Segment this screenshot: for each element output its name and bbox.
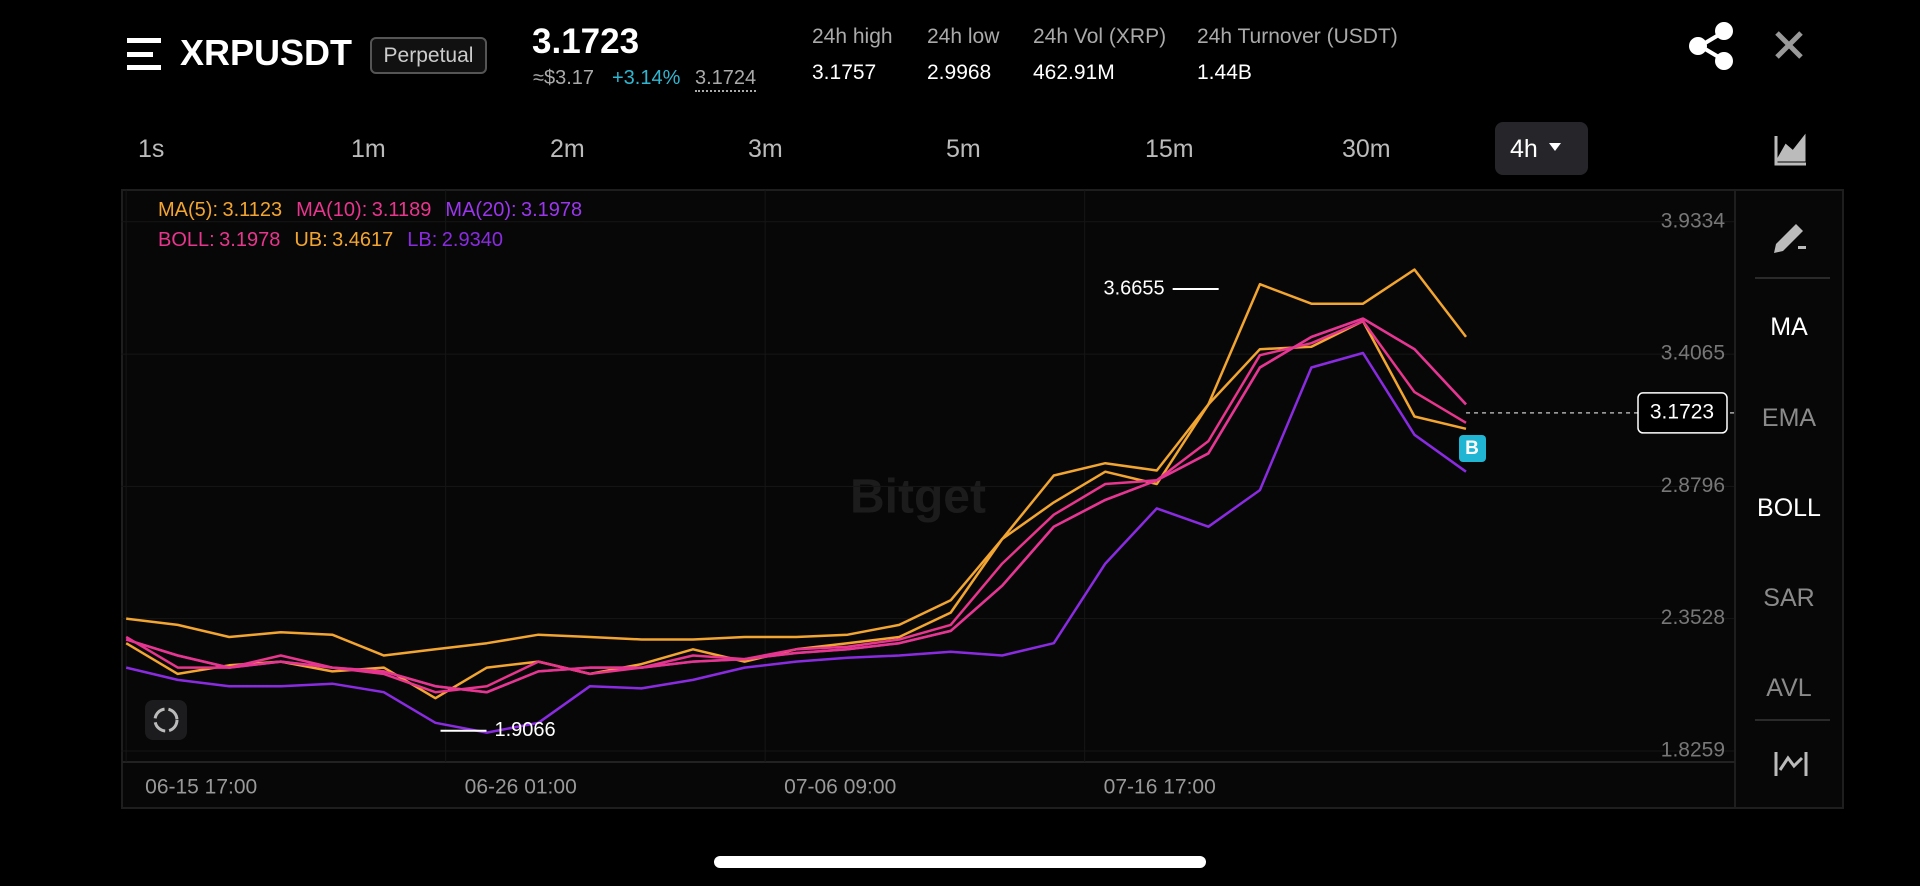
- stat-value: 462.91M: [1033, 61, 1115, 84]
- legend-value: 2.9340: [441, 229, 503, 251]
- legend-value: 3.4617: [332, 229, 394, 251]
- marker-bg: [1459, 435, 1486, 462]
- draw-tool-icon[interactable]: [1774, 224, 1806, 253]
- x-tick-label: 07-06 09:00: [784, 776, 896, 799]
- stat-label: 24h low: [927, 25, 1000, 48]
- timeframe-tab[interactable]: 5m: [946, 135, 981, 163]
- icon-line: [1775, 31, 1803, 59]
- timeframe-tab[interactable]: 3m: [748, 135, 783, 163]
- icon-dot: [1689, 37, 1707, 55]
- timeframe-tab[interactable]: 2m: [550, 135, 585, 163]
- y-tick-label: 1.8259: [1661, 739, 1725, 762]
- high-label: 3.6655: [1103, 277, 1164, 299]
- indicator-tab[interactable]: BOLL: [1757, 494, 1821, 522]
- mark-price: 3.1724: [695, 67, 757, 92]
- legend-value: 3.1978: [520, 199, 583, 221]
- series-line: [126, 268, 1467, 657]
- dropdown-caret: [1549, 143, 1561, 151]
- stat-label: 24h Turnover (USDT): [1197, 25, 1398, 48]
- low-label: 1.9066: [495, 719, 556, 741]
- close-icon[interactable]: [1775, 31, 1803, 59]
- icon-axis: [1774, 136, 1806, 166]
- timeframe-tab[interactable]: 4h: [1510, 135, 1538, 163]
- caret: [1549, 143, 1561, 151]
- stat-label: 24h Vol (XRP): [1033, 25, 1167, 48]
- last-price-box: [1637, 392, 1728, 434]
- icon-path: [1774, 752, 1808, 776]
- active-timeframe-bg: [1495, 122, 1588, 175]
- stat-value: 2.9968: [927, 61, 992, 84]
- icon-mark: [1798, 246, 1806, 249]
- y-tick-label: 3.9334: [1661, 209, 1726, 232]
- y-tick-label: 2.3528: [1661, 606, 1725, 629]
- timeframe-tab[interactable]: 1s: [138, 135, 165, 163]
- legend-name: LB:: [407, 229, 438, 251]
- last-price-label: 3.1723: [1650, 400, 1714, 423]
- symbol[interactable]: XRPUSDT: [180, 32, 353, 73]
- legend-name: MA(10):: [296, 199, 368, 221]
- stat-value: 1.44B: [1197, 61, 1252, 84]
- icon-bar: [127, 52, 153, 57]
- x-tick-label: 06-15 17:00: [145, 776, 257, 799]
- legend-row: MA(5): 3.1123 MA(10): 3.1189 MA(20): 3.197…: [158, 199, 596, 222]
- marker-label: B: [1465, 438, 1479, 459]
- buy-marker: B: [1459, 435, 1486, 462]
- icon-bar: [127, 38, 161, 43]
- legend-name: MA(20):: [445, 199, 517, 221]
- x-tick-label: 07-16 17:00: [1104, 776, 1216, 799]
- indicator-tab[interactable]: SAR: [1763, 584, 1815, 612]
- icon-area: [1775, 133, 1806, 162]
- collapse-icon[interactable]: [1774, 752, 1808, 776]
- legend-value: 3.1123: [222, 199, 283, 221]
- legend-name: BOLL:: [158, 229, 215, 251]
- share-icon[interactable]: [1689, 22, 1733, 70]
- icon-pencil: [1774, 224, 1803, 253]
- timeframe-tab[interactable]: 1m: [351, 135, 386, 163]
- hamburger-icon[interactable]: [127, 38, 161, 70]
- home-indicator: [714, 856, 1206, 868]
- chart-type-icon[interactable]: [1774, 133, 1806, 166]
- icon-dot: [1715, 22, 1733, 40]
- icon-bar: [127, 65, 161, 70]
- legend-name: MA(5):: [158, 199, 218, 221]
- legend-name: UB:: [294, 229, 328, 251]
- rotate-button[interactable]: [145, 700, 187, 740]
- legend-row: BOLL: 3.1978 UB: 3.4617 LB: 2.9340: [158, 229, 517, 252]
- legend-value: 3.1978: [219, 229, 281, 251]
- timeframe-tab[interactable]: 30m: [1342, 135, 1391, 163]
- price-change: +3.14%: [612, 67, 681, 89]
- chart-frame: [121, 189, 1844, 809]
- y-tick-label: 2.8796: [1661, 474, 1725, 497]
- approx-price: ≈$3.17: [533, 67, 595, 89]
- stat-label: 24h high: [812, 25, 893, 48]
- x-tick-label: 06-26 01:00: [465, 776, 577, 799]
- indicator-tab[interactable]: MA: [1770, 313, 1808, 341]
- stat-value: 3.1757: [812, 61, 877, 84]
- indicator-tab[interactable]: EMA: [1761, 404, 1817, 432]
- series-line: [125, 317, 1467, 694]
- series-line: [125, 351, 1467, 734]
- timeframe-tab[interactable]: 15m: [1145, 135, 1194, 163]
- button-bg: [145, 700, 187, 740]
- last-price: 3.1723: [532, 22, 640, 61]
- watermark: Bitget: [850, 471, 986, 524]
- icon-ring: [153, 707, 179, 733]
- legend-value: 3.1189: [371, 199, 432, 221]
- y-tick-label: 3.4065: [1661, 342, 1725, 365]
- icon-dot: [1715, 52, 1733, 70]
- indicator-tab[interactable]: AVL: [1766, 674, 1812, 702]
- contract-badge: Perpetual: [370, 37, 487, 74]
